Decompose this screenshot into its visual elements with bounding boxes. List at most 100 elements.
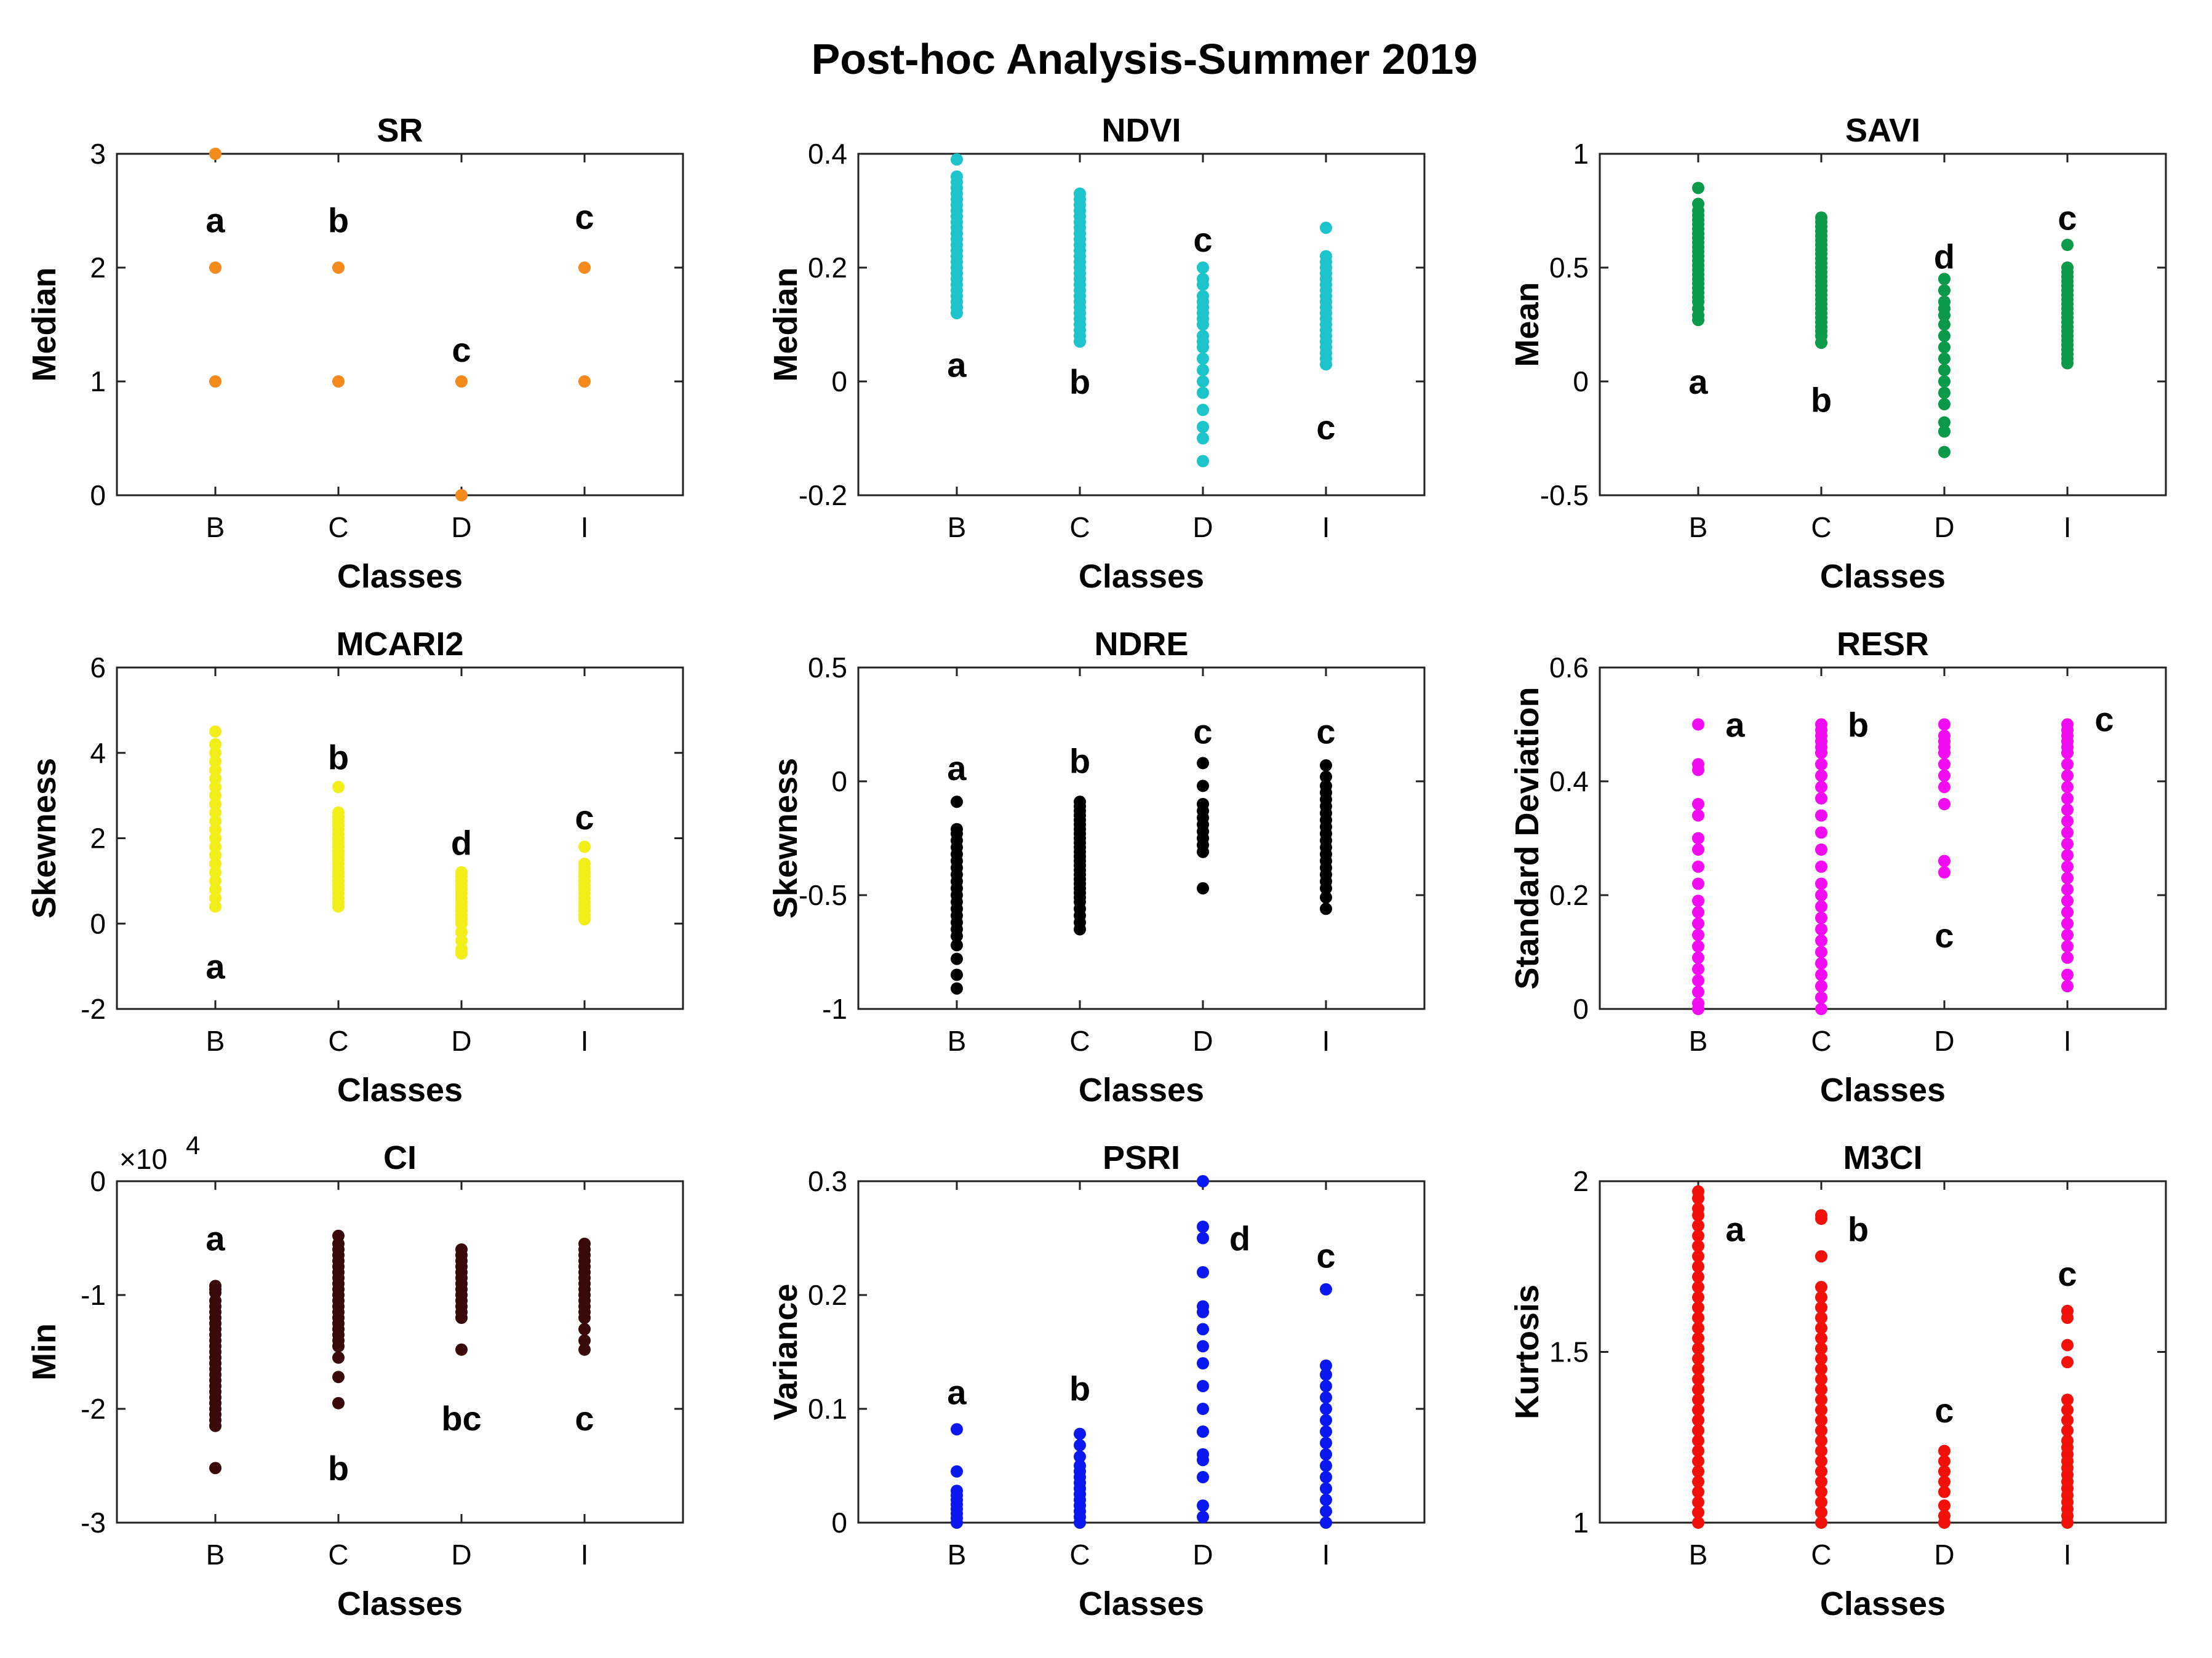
panel-title: MCARI2: [336, 626, 463, 663]
data-point: [1938, 425, 1950, 438]
y-tick-label: 0: [90, 1165, 106, 1197]
plot-frame: [1599, 1180, 2167, 1524]
data-point: [1197, 386, 1209, 399]
data-point: [1692, 798, 1704, 810]
significance-letter: a: [206, 1219, 225, 1258]
y-axis-label: Min: [26, 1323, 63, 1381]
data-point: [209, 849, 222, 862]
data-point: [1074, 923, 1086, 936]
data-point: [1815, 337, 1827, 349]
data-point: [209, 1462, 222, 1475]
data-point: [1815, 781, 1827, 794]
x-tick-label: C: [328, 511, 348, 543]
data-point: [1320, 1425, 1332, 1438]
data-point: [578, 1343, 591, 1356]
data-point: [209, 763, 222, 776]
data-point: [1815, 1321, 1827, 1334]
data-point: [2061, 1414, 2074, 1427]
data-point: [1815, 1342, 1827, 1355]
data-point: [2061, 815, 2074, 827]
x-tick-label: D: [1192, 1539, 1213, 1571]
data-point: [209, 798, 222, 810]
data-point: [1815, 980, 1827, 992]
data-point: [209, 375, 222, 388]
x-tick-label: B: [206, 1539, 225, 1571]
figure-title: Post-hoc Analysis-Summer 2019: [812, 35, 1478, 83]
data-point: [1815, 860, 1827, 873]
data-point: [1692, 986, 1704, 998]
panel-ci: CI -3 -2 -1 0 ×10 4 B C D I Classes Min a b bc c: [26, 1131, 684, 1622]
significance-letter: c: [1935, 1391, 1954, 1430]
y-tick-label: 1: [1573, 138, 1589, 170]
data-point: [209, 815, 222, 827]
data-point: [1938, 1517, 1950, 1529]
data-point: [1692, 974, 1704, 987]
x-tick-label: I: [2064, 511, 2072, 543]
data-point: [1815, 1506, 1827, 1519]
x-tick-label: I: [1322, 1539, 1330, 1571]
data-point: [1320, 1471, 1332, 1483]
data-point: [1815, 1301, 1827, 1314]
data-point: [2061, 872, 2074, 885]
data-point: [2061, 746, 2074, 759]
data-point: [1692, 1363, 1704, 1376]
x-axis-label: Classes: [1820, 1072, 1946, 1109]
x-tick-label: B: [948, 1539, 967, 1571]
data-point: [2061, 928, 2074, 941]
data-point: [2061, 951, 2074, 964]
panel-sr: SR 0 1 2 3 B C D I Classes Median a b c c: [26, 112, 684, 595]
data-point: [209, 746, 222, 759]
significance-letter: b: [328, 1449, 349, 1488]
data-point: [2061, 837, 2074, 850]
data-point: [1815, 1003, 1827, 1015]
data-point: [1815, 1403, 1827, 1416]
data-point: [1197, 364, 1209, 377]
data-point: [1197, 318, 1209, 331]
data-point: [209, 806, 222, 819]
data-point: [1938, 386, 1950, 399]
data-point: [1197, 1175, 1209, 1187]
data-point: [1815, 843, 1827, 856]
x-tick-label: D: [451, 1539, 471, 1571]
data-point: [332, 781, 345, 794]
data-point: [455, 375, 468, 388]
data-point: [332, 900, 345, 913]
data-point: [1197, 1340, 1209, 1353]
data-point: [1197, 1221, 1209, 1233]
data-point: [1938, 375, 1950, 388]
data-point: [1692, 1332, 1704, 1345]
data-point: [1197, 341, 1209, 354]
data-point: [951, 1465, 963, 1478]
significance-letter: c: [575, 798, 594, 837]
data-point: [1197, 1510, 1209, 1523]
data-point: [1197, 845, 1209, 858]
data-point: [209, 874, 222, 887]
plot-frame: [116, 666, 684, 1010]
data-point: [1692, 1229, 1704, 1242]
data-point: [1815, 1465, 1827, 1478]
y-tick-label: 0.4: [1549, 765, 1589, 797]
data-point: [1692, 1312, 1704, 1324]
data-point: [1692, 809, 1704, 822]
data-point: [1320, 903, 1332, 915]
significance-letter: c: [2094, 699, 2114, 738]
panel-savi: SAVI -0.5 0 0.5 1 B C D I Classes Mean a b d c: [1509, 112, 2167, 595]
data-point: [2061, 1403, 2074, 1416]
significance-letter: a: [1725, 706, 1745, 744]
data-point: [1074, 1427, 1086, 1440]
x-tick-label: I: [581, 1539, 589, 1571]
x-tick-label: I: [1322, 511, 1330, 543]
x-tick-label: C: [1811, 1539, 1831, 1571]
data-point: [455, 917, 468, 930]
x-tick-label: D: [1934, 1025, 1954, 1057]
data-point: [1692, 1393, 1704, 1406]
y-axis-label: Median: [26, 267, 63, 381]
data-point: [1074, 1450, 1086, 1463]
data-point: [1938, 746, 1950, 759]
data-point: [1692, 1219, 1704, 1232]
significance-letter: a: [1725, 1210, 1745, 1249]
data-point: [1815, 912, 1827, 924]
y-tick-label: 3: [90, 138, 106, 170]
data-point: [455, 1343, 468, 1356]
significance-letter: b: [1811, 381, 1832, 420]
